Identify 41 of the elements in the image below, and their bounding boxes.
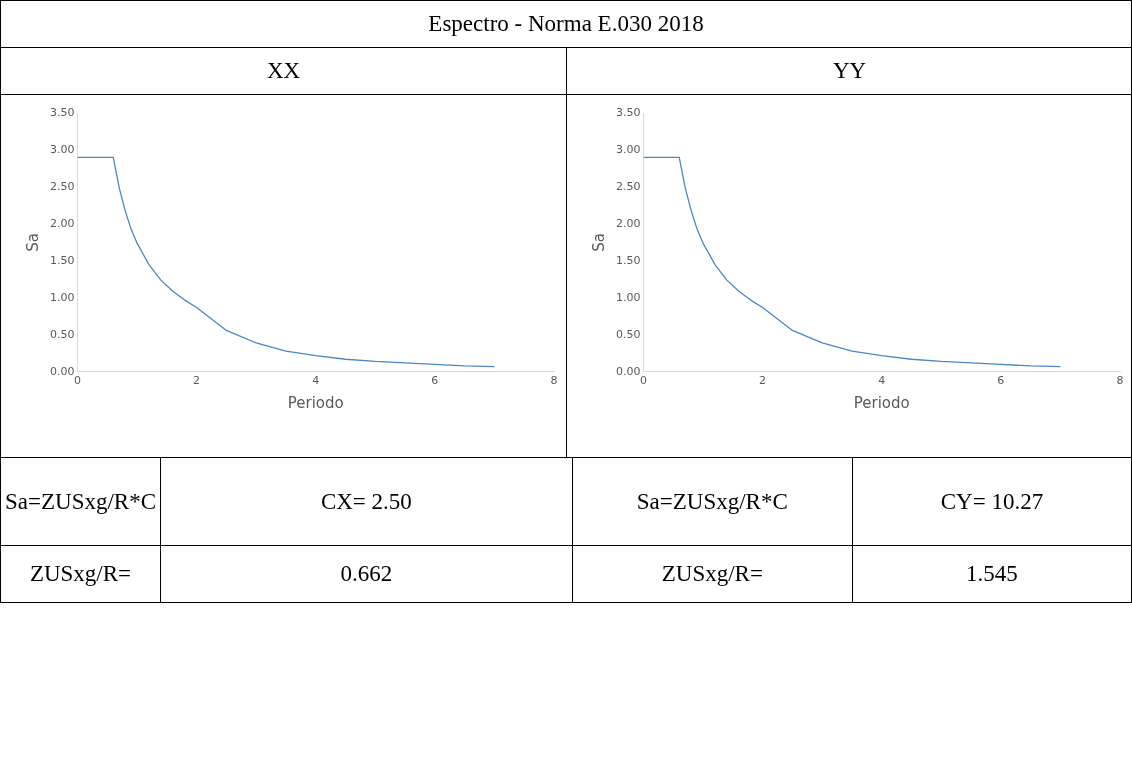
chart-title: YY	[567, 48, 1132, 95]
x-tick-label: 4	[878, 374, 886, 388]
y-tick-label: 3.00	[615, 142, 641, 156]
x-axis-title: Periodo	[853, 393, 910, 412]
y-tick-label: 0.00	[615, 364, 641, 378]
chart-title: XX	[1, 48, 566, 95]
text: Espectro - Norma E.030 2018	[1, 1, 1131, 48]
y-axis-title: Sa	[23, 233, 42, 252]
y-tick-label: 1.50	[615, 253, 641, 267]
text: ZUSxg/R=	[572, 545, 853, 602]
y-tick-label: 2.00	[615, 216, 641, 230]
text: ZUSxg/R=	[1, 545, 161, 602]
x-axis-title: Periodo	[287, 393, 344, 412]
x-tick-label: 2	[193, 374, 201, 388]
text: Sa=ZUSxg/R*C	[1, 457, 161, 546]
y-tick-label: 0.00	[49, 364, 75, 378]
y-tick-label: 3.50	[615, 105, 641, 119]
x-tick-label: 6	[997, 374, 1005, 388]
x-tick-label: 4	[312, 374, 320, 388]
text: Sa=ZUSxg/R*C	[572, 457, 853, 546]
y-tick-label: 2.50	[615, 179, 641, 193]
x-tick-label: 8	[1116, 374, 1124, 388]
x-tick-label: 2	[759, 374, 767, 388]
x-tick-label: 0	[73, 374, 81, 388]
x-tick-label: 8	[550, 374, 558, 388]
text: 1.545	[852, 545, 1131, 602]
y-tick-label: 3.50	[49, 105, 75, 119]
y-tick-label: 3.00	[49, 142, 75, 156]
text: CY= 10.27	[852, 457, 1131, 546]
x-tick-label: 6	[431, 374, 439, 388]
text: 0.662	[160, 545, 573, 602]
y-tick-label: 2.50	[49, 179, 75, 193]
y-tick-label: 2.00	[49, 216, 75, 230]
text: CX= 2.50	[160, 457, 573, 546]
y-tick-label: 0.50	[615, 327, 641, 341]
y-tick-label: 1.50	[49, 253, 75, 267]
y-tick-label: 1.00	[615, 290, 641, 304]
y-tick-label: 0.50	[49, 327, 75, 341]
x-tick-label: 0	[639, 374, 647, 388]
y-axis-title: Sa	[589, 233, 608, 252]
y-tick-label: 1.00	[49, 290, 75, 304]
